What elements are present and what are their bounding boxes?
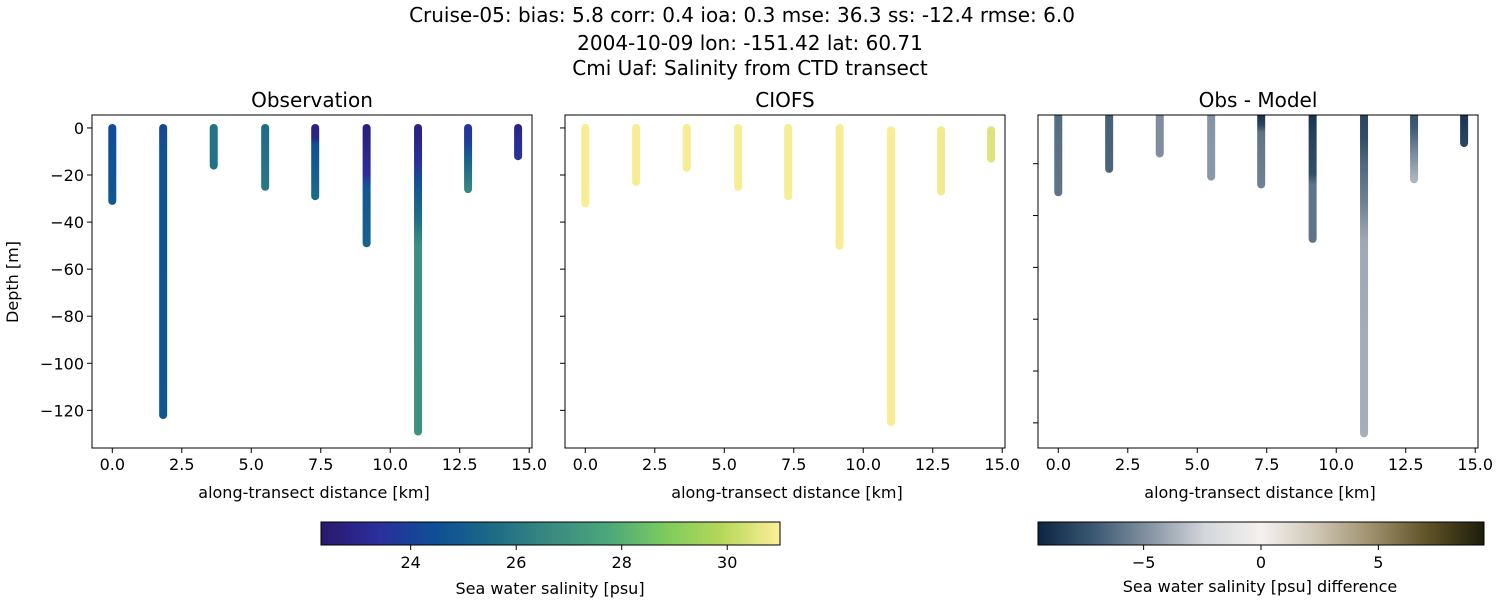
figure-title-line-1: Cruise-05: bias: 5.8 corr: 0.4 ioa: 0.3 …: [409, 3, 1075, 27]
y-tick-label: 0: [74, 119, 84, 138]
colorbar-label-difference: Sea water salinity [psu] difference: [1123, 577, 1398, 596]
x-tick-label: 2.5: [642, 455, 667, 474]
x-tick-label: 15.0: [511, 455, 547, 474]
figure-title-line-3: Cmi Uaf: Salinity from CTD transect: [572, 56, 928, 80]
x-tick-label: 5.0: [1185, 455, 1210, 474]
x-tick-label: 10.0: [845, 455, 881, 474]
y-axis-label-depth: Depth [m]: [3, 241, 22, 323]
x-tick-label: 10.0: [372, 455, 408, 474]
x-tick-label: 2.5: [169, 455, 194, 474]
plot-area-1: [581, 123, 996, 427]
x-axis-label-ciofs: along-transect distance [km]: [671, 483, 902, 502]
x-tick-label: 12.5: [915, 455, 951, 474]
colorbar-tick-label: 26: [506, 553, 526, 572]
x-tick-label: 15.0: [1457, 455, 1493, 474]
x-tick-label: 10.0: [1318, 455, 1354, 474]
x-tick-label: 0.0: [1046, 455, 1071, 474]
x-tick-label: 5.0: [712, 455, 737, 474]
colorbar-0: [320, 521, 781, 546]
plot-area-0: [108, 123, 523, 436]
colorbar-tick-label: 24: [401, 553, 421, 572]
colorbar-tick-label: −5: [1132, 553, 1156, 572]
plot-area-2: [1054, 115, 1469, 438]
x-tick-label: 7.5: [308, 455, 333, 474]
colorbar-1: [1037, 521, 1485, 546]
x-tick-label: 0.0: [573, 455, 598, 474]
y-tick-label: −100: [40, 354, 84, 373]
x-tick-label: 0.0: [100, 455, 125, 474]
axes-frame-1: [564, 114, 1006, 449]
colorbar-tick-label: 0: [1256, 553, 1266, 572]
x-axis-label-obs-minus-model: along-transect distance [km]: [1144, 483, 1375, 502]
colorbar-tick-label: 30: [717, 553, 737, 572]
y-tick-label: −120: [40, 401, 84, 420]
axes-frame-2: [1037, 114, 1479, 449]
colorbar-label-salinity: Sea water salinity [psu]: [455, 579, 644, 598]
axes-frame-0: [91, 114, 533, 449]
colorbar-tick-label: 28: [612, 553, 632, 572]
x-tick-label: 5.0: [239, 455, 264, 474]
y-tick-label: −80: [50, 307, 84, 326]
x-tick-label: 15.0: [984, 455, 1020, 474]
panel-title-ciofs: CIOFS: [755, 88, 814, 112]
figure-title-line-2: 2004-10-09 lon: -151.42 lat: 60.71: [577, 31, 923, 55]
colorbar-tick-label: 5: [1373, 553, 1383, 572]
x-axis-label-observation: along-transect distance [km]: [198, 483, 429, 502]
panel-title-obs-minus-model: Obs - Model: [1199, 88, 1318, 112]
x-tick-label: 7.5: [781, 455, 806, 474]
x-tick-label: 12.5: [442, 455, 478, 474]
y-tick-label: −60: [50, 260, 84, 279]
x-tick-label: 7.5: [1254, 455, 1279, 474]
y-tick-label: −20: [50, 166, 84, 185]
y-tick-label: −40: [50, 213, 84, 232]
x-tick-label: 12.5: [1388, 455, 1424, 474]
x-tick-label: 2.5: [1115, 455, 1140, 474]
panel-title-observation: Observation: [251, 88, 373, 112]
